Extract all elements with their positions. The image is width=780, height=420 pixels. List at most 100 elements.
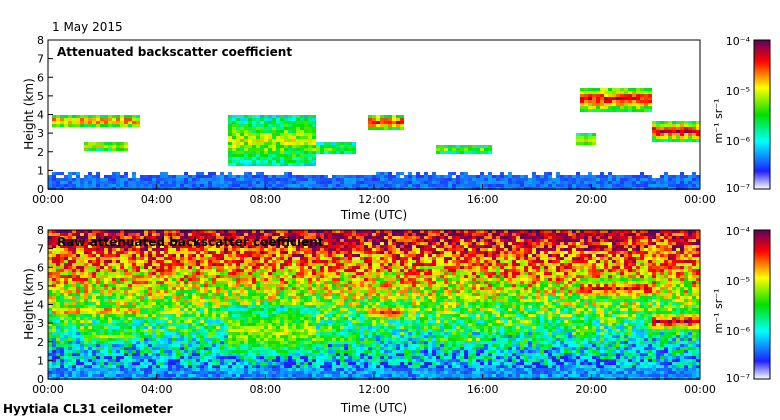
heatmap-cell — [160, 178, 164, 181]
heatmap-cell — [196, 320, 200, 323]
heatmap-cell — [688, 136, 692, 139]
heatmap-cell — [152, 311, 156, 314]
heatmap-cell — [72, 275, 76, 278]
heatmap-cell — [316, 181, 320, 184]
heatmap-cell — [284, 371, 288, 374]
heatmap-cell — [168, 278, 172, 281]
heatmap-cell — [64, 287, 68, 290]
heatmap-cell — [240, 184, 244, 187]
heatmap-cell — [120, 115, 124, 118]
heatmap-cell — [228, 341, 232, 344]
heatmap-cell — [200, 233, 204, 236]
heatmap-cell — [292, 314, 296, 317]
heatmap-cell — [68, 242, 72, 245]
heatmap-cell — [164, 269, 168, 272]
heatmap-cell — [416, 184, 420, 187]
heatmap-cell — [292, 175, 296, 178]
heatmap-cell — [268, 160, 272, 163]
heatmap-cell — [224, 239, 228, 242]
heatmap-cell — [84, 184, 88, 187]
heatmap-cell — [208, 338, 212, 341]
heatmap-cell — [276, 233, 280, 236]
heatmap-cell — [260, 365, 264, 368]
heatmap-cell — [104, 251, 108, 254]
heatmap-cell — [188, 344, 192, 347]
heatmap-cell — [240, 118, 244, 121]
heatmap-cell — [212, 275, 216, 278]
heatmap-cell — [68, 278, 72, 281]
heatmap-cell — [164, 344, 168, 347]
heatmap-cell — [248, 127, 252, 130]
heatmap-cell — [248, 371, 252, 374]
heatmap-cell — [220, 374, 224, 377]
heatmap-cell — [152, 248, 156, 251]
heatmap-cell — [68, 311, 72, 314]
heatmap-cell — [236, 251, 240, 254]
heatmap-cell — [236, 317, 240, 320]
heatmap-cell — [116, 115, 120, 118]
heatmap-cell — [152, 260, 156, 263]
heatmap-cell — [312, 142, 316, 145]
heatmap-cell — [592, 106, 596, 109]
heatmap-cell — [568, 184, 572, 187]
heatmap-cell — [300, 239, 304, 242]
heatmap-cell — [208, 172, 212, 175]
heatmap-cell — [232, 260, 236, 263]
heatmap-cell — [228, 118, 232, 121]
heatmap-cell — [164, 311, 168, 314]
heatmap-cell — [296, 284, 300, 287]
heatmap-cell — [304, 124, 308, 127]
heatmap-cell — [72, 284, 76, 287]
heatmap-cell — [256, 254, 260, 257]
heatmap-cell — [220, 320, 224, 323]
heatmap-cell — [588, 94, 592, 97]
heatmap-cell — [192, 178, 196, 181]
heatmap-cell — [260, 272, 264, 275]
heatmap-cell — [376, 127, 380, 130]
heatmap-cell — [276, 151, 280, 154]
heatmap-cell — [284, 281, 288, 284]
heatmap-cell — [116, 290, 120, 293]
heatmap-cell — [692, 181, 696, 184]
heatmap-cell — [188, 290, 192, 293]
heatmap-cell — [128, 284, 132, 287]
heatmap-cell — [144, 287, 148, 290]
heatmap-cell — [212, 323, 216, 326]
heatmap-cell — [140, 341, 144, 344]
heatmap-cell — [304, 160, 308, 163]
heatmap-cell — [580, 97, 584, 100]
heatmap-cell — [120, 230, 124, 233]
heatmap-cell — [52, 326, 56, 329]
heatmap-cell — [220, 284, 224, 287]
heatmap-cell — [184, 320, 188, 323]
heatmap-cell — [208, 311, 212, 314]
heatmap-cell — [236, 154, 240, 157]
heatmap-cell — [172, 326, 176, 329]
heatmap-cell — [344, 178, 348, 181]
heatmap-cell — [60, 320, 64, 323]
heatmap-cell — [304, 118, 308, 121]
heatmap-cell — [604, 97, 608, 100]
heatmap-cell — [276, 287, 280, 290]
heatmap-cell — [80, 269, 84, 272]
heatmap-cell — [104, 314, 108, 317]
heatmap-cell — [64, 263, 68, 266]
heatmap-cell — [148, 353, 152, 356]
heatmap-cell — [512, 178, 516, 181]
heatmap-cell — [696, 130, 700, 133]
heatmap-cell — [152, 335, 156, 338]
heatmap-cell — [276, 184, 280, 187]
heatmap-cell — [132, 299, 136, 302]
heatmap-cell — [172, 293, 176, 296]
heatmap-cell — [120, 299, 124, 302]
heatmap-cell — [304, 278, 308, 281]
heatmap-cell — [620, 103, 624, 106]
heatmap-cell — [156, 287, 160, 290]
heatmap-cell — [264, 236, 268, 239]
heatmap-cell — [248, 341, 252, 344]
heatmap-cell — [220, 239, 224, 242]
heatmap-cell — [132, 320, 136, 323]
heatmap-cell — [696, 175, 700, 178]
heatmap-cell — [316, 148, 320, 151]
heatmap-cell — [180, 184, 184, 187]
